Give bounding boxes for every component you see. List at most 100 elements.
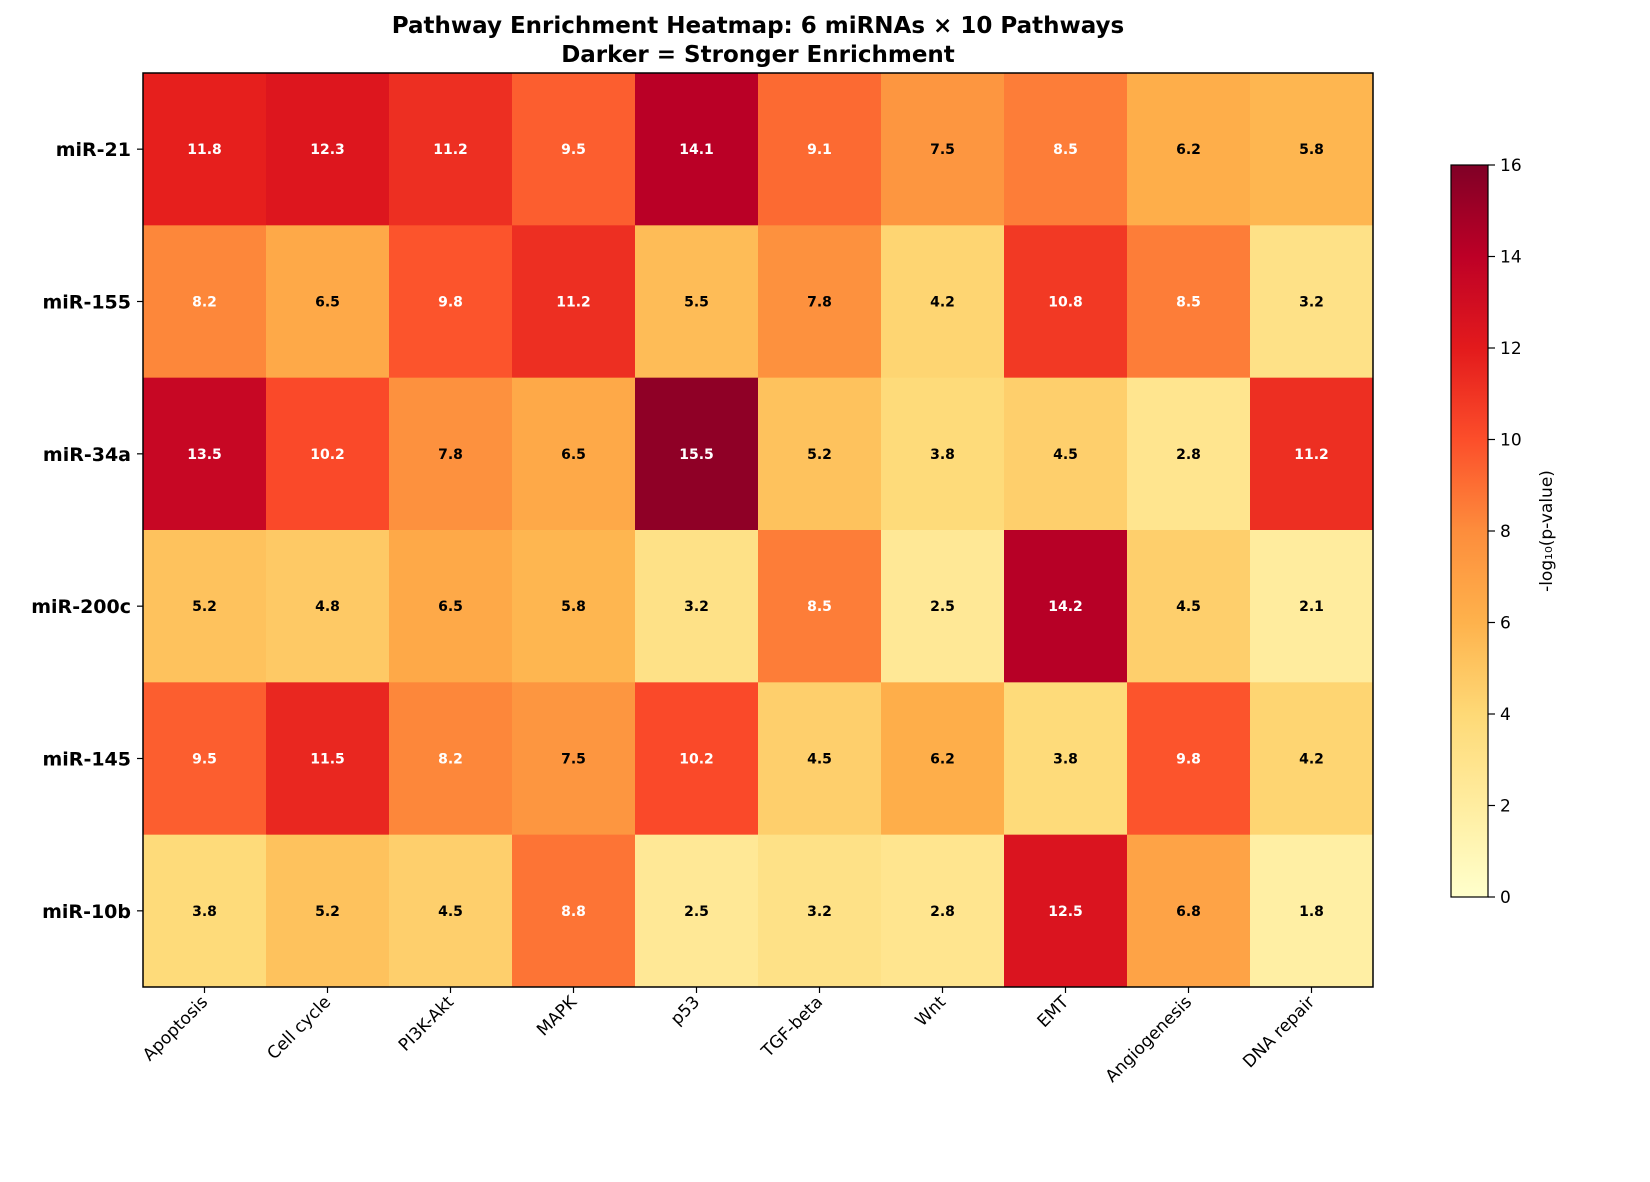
cell-value-label: 9.5: [192, 752, 217, 768]
heatmap-cell: [881, 530, 1005, 683]
cell-value-label: 9.8: [1176, 752, 1201, 768]
cell-value-label: 6.5: [561, 447, 586, 463]
column-label: TGF-beta: [757, 992, 827, 1062]
colorbar-tick-label: 8: [1500, 522, 1511, 542]
heatmap-cell: [758, 225, 882, 379]
cell-value-label: 8.8: [561, 904, 586, 920]
cell-value-label: 7.5: [930, 142, 955, 158]
heatmap-cell: [635, 530, 759, 683]
heatmap-cell: [512, 530, 636, 683]
cell-value-label: 11.8: [187, 142, 222, 158]
cell-value-label: 1.8: [1299, 904, 1324, 920]
heatmap-cell: [881, 225, 1005, 379]
heatmap-cell: [1004, 73, 1128, 226]
cell-value-label: 11.5: [310, 752, 345, 768]
cell-value-label: 7.8: [438, 447, 463, 463]
column-label: Wnt: [912, 992, 951, 1031]
cell-value-label: 11.2: [433, 142, 468, 158]
cell-value-label: 5.5: [684, 295, 709, 311]
colorbar-tick-label: 10: [1500, 431, 1522, 451]
heatmap-cell: [1250, 834, 1374, 988]
row-labels: miR-21 miR-155 miR-34a miR-200c miR-145 miR-1…: [31, 139, 143, 923]
cell-value-label: 5.2: [192, 599, 217, 615]
column-label: PI3K-Akt: [395, 992, 458, 1055]
row-label: miR-34a: [43, 444, 131, 466]
colorbar-tick-label: 4: [1500, 705, 1511, 725]
heatmap-cell: [512, 834, 636, 988]
cell-value-label: 8.2: [438, 752, 463, 768]
heatmap-cell: [389, 834, 513, 988]
heatmap-cell: [143, 377, 267, 531]
cell-value-label: 11.2: [1294, 447, 1329, 463]
heatmap-cell: [758, 73, 882, 226]
cell-value-label: 10.8: [1048, 295, 1083, 311]
heatmap-cell: [389, 377, 513, 531]
heatmap-cell: [1004, 682, 1128, 836]
heatmap-cell: [635, 73, 759, 226]
heatmap-cell: [1127, 530, 1251, 683]
heatmap-cell: [1004, 377, 1128, 531]
colorbar: [1450, 164, 1489, 898]
cell-value-label: 4.8: [315, 599, 340, 615]
plot-frame: [142, 72, 1374, 988]
cell-value-label: 13.5: [187, 447, 222, 463]
cell-value-label: 5.8: [1299, 142, 1324, 158]
heatmap-cell: [1004, 834, 1128, 988]
cell-value-label: 3.2: [1299, 295, 1324, 311]
heatmap-cell: [266, 834, 390, 988]
cell-value-label: 9.8: [438, 295, 463, 311]
heatmap-cell: [1004, 530, 1128, 683]
cell-value-label: 4.5: [1053, 447, 1078, 463]
heatmap-cell: [881, 682, 1005, 836]
heatmap-cells: 11.8 12.3 11.2 9.5 14.1 9.1 7.5 8.5 6.2 5.8 8.2 6.5…: [143, 73, 1374, 988]
heatmap-cell: [143, 530, 267, 683]
cell-value-label: 6.5: [315, 295, 340, 311]
cell-value-label: 10.2: [679, 752, 714, 768]
cell-value-label: 7.8: [807, 295, 832, 311]
cell-value-label: 4.5: [1176, 599, 1201, 615]
heatmap-cell: [758, 377, 882, 531]
cell-value-label: 5.2: [315, 904, 340, 920]
cell-value-label: 15.5: [679, 447, 714, 463]
colorbar-tick-label: 14: [1500, 248, 1522, 268]
heatmap-cell: [1250, 377, 1374, 531]
heatmap-cell: [1250, 530, 1374, 683]
heatmap-cell: [635, 225, 759, 379]
heatmap-cell: [389, 682, 513, 836]
row-label: miR-21: [56, 139, 131, 161]
column-labels: Apoptosis Cell cycle PI3K-Akt MAPK p53 TGF-be…: [139, 987, 1319, 1087]
colorbar-tick-label: 16: [1500, 156, 1522, 176]
heatmap-cell: [1250, 73, 1374, 226]
heatmap-cell: [1004, 225, 1128, 379]
heatmap-cell: [266, 225, 390, 379]
cell-value-label: 6.2: [1176, 142, 1201, 158]
cell-value-label: 2.1: [1299, 599, 1324, 615]
cell-value-label: 5.2: [807, 447, 832, 463]
cell-value-label: 6.8: [1176, 904, 1201, 920]
cell-value-label: 6.5: [438, 599, 463, 615]
heatmap-cell: [266, 530, 390, 683]
cell-value-label: 8.5: [807, 599, 832, 615]
cell-value-label: 2.5: [930, 599, 955, 615]
heatmap-cell: [1127, 73, 1251, 226]
heatmap-cell: [1127, 225, 1251, 379]
cell-value-label: 10.2: [310, 447, 345, 463]
cell-value-label: 3.8: [930, 447, 955, 463]
heatmap-cell: [881, 377, 1005, 531]
heatmap-cell: [266, 682, 390, 836]
chart-title: Pathway Enrichment Heatmap: 6 miRNAs × 1…: [392, 13, 1124, 39]
heatmap-cell: [1127, 834, 1251, 988]
cell-value-label: 8.5: [1176, 295, 1201, 311]
cell-value-label: 5.8: [561, 599, 586, 615]
cell-value-label: 3.8: [192, 904, 217, 920]
cell-value-label: 14.2: [1048, 599, 1083, 615]
column-label: Angiogenesis: [1102, 992, 1196, 1086]
cell-value-label: 2.5: [684, 904, 709, 920]
heatmap-cell: [143, 73, 267, 226]
column-label: p53: [667, 992, 704, 1029]
cell-value-label: 2.8: [1176, 447, 1201, 463]
chart-subtitle: Darker = Stronger Enrichment: [561, 42, 955, 68]
column-label: Cell cycle: [264, 992, 336, 1064]
heatmap-cell: [1250, 682, 1374, 836]
